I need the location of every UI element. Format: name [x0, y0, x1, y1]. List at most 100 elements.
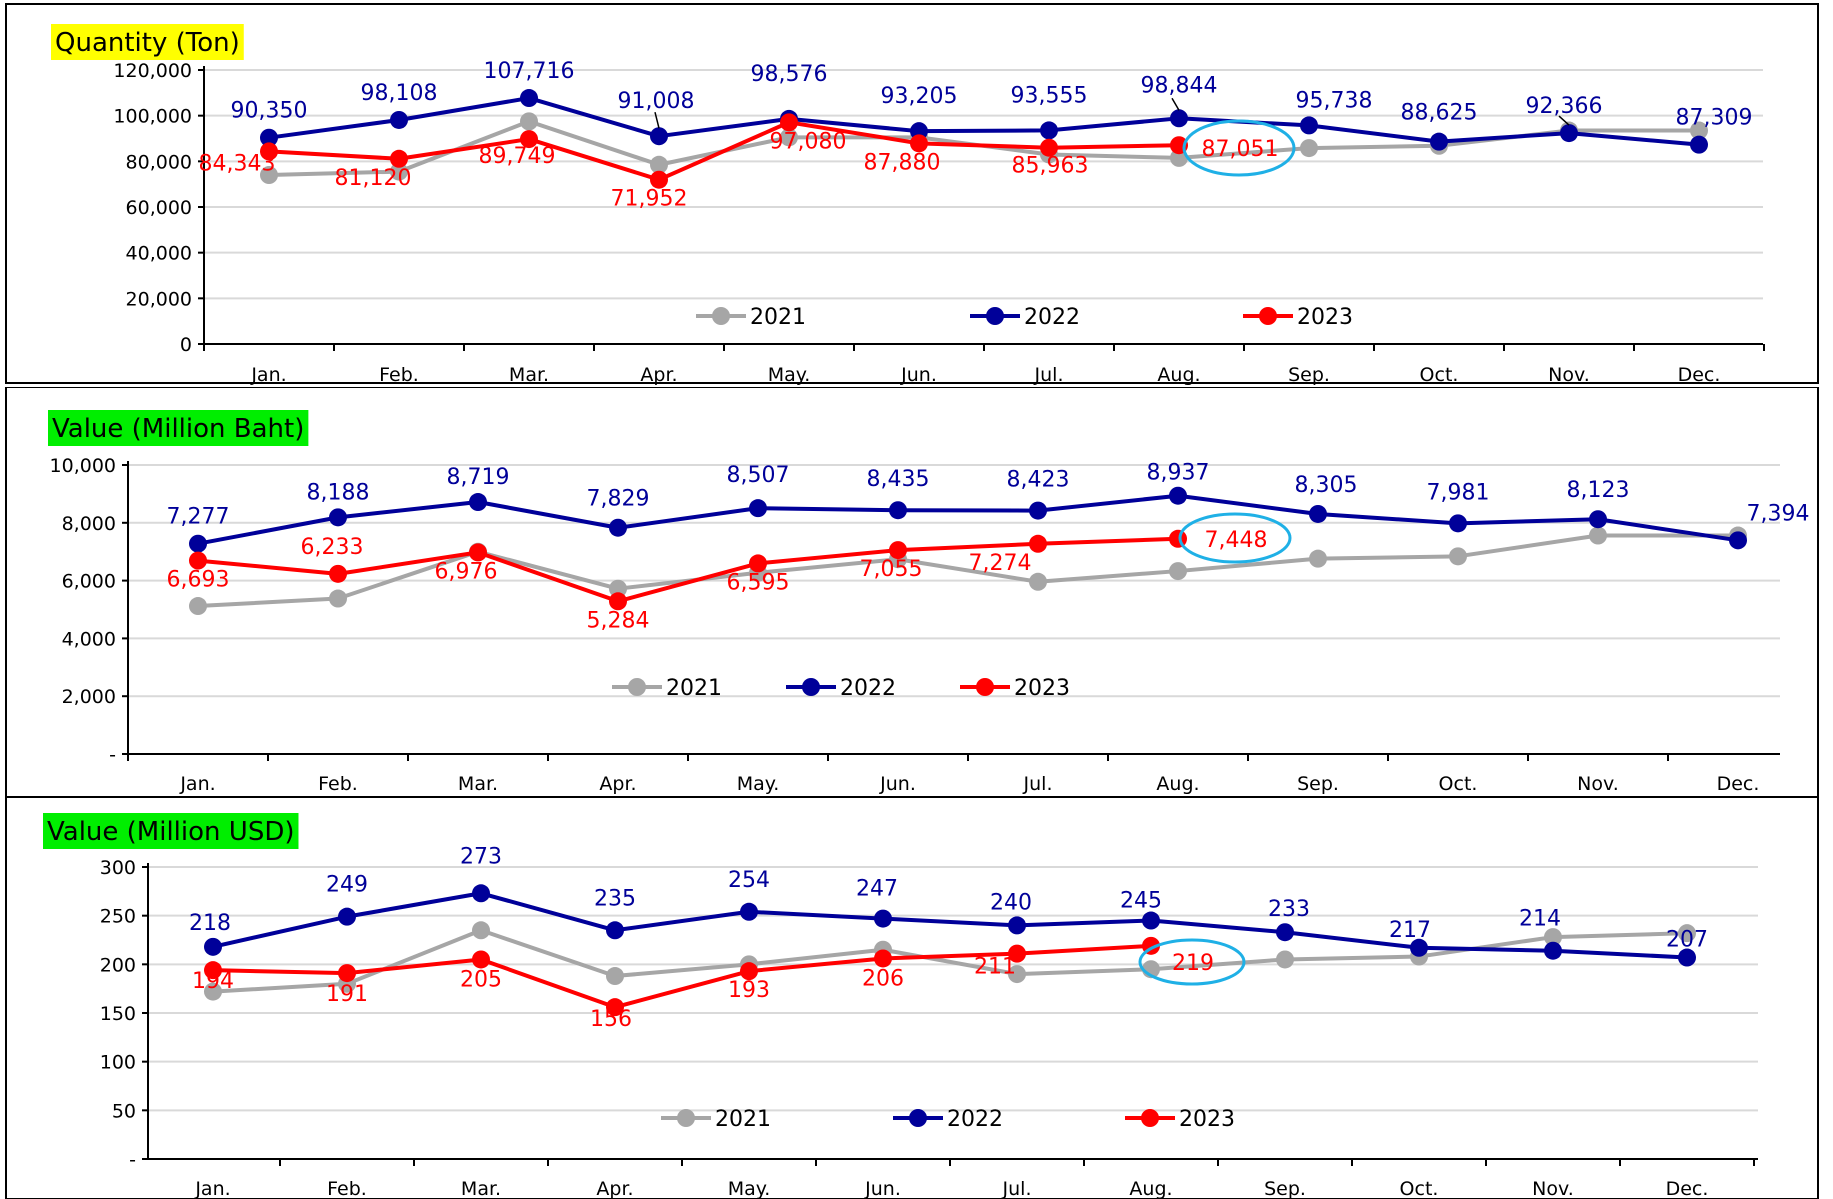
point-2023-feb — [338, 964, 356, 983]
data-label-2023: 97,080 — [770, 129, 847, 154]
point-2023-jul — [1008, 944, 1026, 963]
series-line-2021 — [197, 533, 1738, 609]
point-2023-jun — [910, 134, 928, 153]
point-2022-feb — [329, 508, 347, 527]
x-tick-label-oct: Oct. — [1400, 1178, 1439, 1199]
legend-marker-2021 — [677, 1109, 695, 1127]
x-tick-label-oct: Oct. — [1420, 364, 1459, 386]
y-tick-label: 150 — [100, 1003, 136, 1025]
baht-value-chart-panel: - 2,000 4,000 6,000 8,000 10,000 Jan. Feb. Mar. A… — [5, 387, 1819, 797]
label-leader-line — [1558, 115, 1570, 126]
y-tick-label: 200 — [100, 954, 136, 976]
data-label-2022: 214 — [1519, 907, 1561, 932]
y-tick-label: 6,000 — [62, 571, 116, 593]
x-tick-label-feb: Feb. — [318, 773, 358, 795]
data-label-2022: 8,937 — [1147, 461, 1210, 486]
data-label-2022: 7,981 — [1427, 480, 1490, 505]
point-2022-dec — [1678, 948, 1696, 967]
legend-label-2022: 2022 — [1024, 305, 1080, 330]
data-label-2023: 206 — [862, 966, 904, 991]
x-tick-label-aug: Aug. — [1157, 364, 1200, 386]
x-tick-label-nov: Nov. — [1548, 364, 1590, 386]
x-tick-label-mar: Mar. — [461, 1178, 501, 1199]
point-2021-nov — [1544, 928, 1562, 947]
data-label-2022: 7,829 — [587, 487, 650, 512]
data-label-2023: 191 — [326, 982, 368, 1007]
data-label-2022: 233 — [1268, 897, 1310, 922]
data-label-2023: 6,976 — [435, 559, 498, 584]
point-2022-jan — [189, 534, 207, 553]
legend-marker-2021 — [712, 307, 730, 325]
data-label-2022: 8,188 — [307, 480, 370, 505]
point-2021-aug — [1169, 562, 1187, 581]
series-line-2022 — [268, 96, 1700, 147]
x-tick-label-oct: Oct. — [1439, 773, 1478, 795]
point-2021-may — [780, 128, 798, 147]
point-2022-oct — [1430, 132, 1448, 151]
data-label-2022: 91,008 — [618, 89, 695, 114]
panel-frame — [5, 387, 1819, 797]
usd-value-chart-panel: - 50 100 150 200 250 300 Jan. Feb. Mar. Apr. May. Ju… — [5, 797, 1819, 1199]
point-2022-mar — [472, 884, 490, 903]
legend-label-2023: 2023 — [1179, 1107, 1235, 1132]
panel-frame — [5, 797, 1819, 1199]
series-line-2021 — [212, 928, 1688, 994]
chart-title-background — [43, 813, 299, 849]
point-2022-apr — [609, 518, 627, 537]
point-2021-mar — [520, 112, 538, 131]
legend-label-2023: 2023 — [1297, 305, 1353, 330]
chart-title-text: Value (Million USD) — [47, 817, 294, 847]
legend-label-2021: 2021 — [715, 1107, 771, 1132]
x-tick-label-sep: Sep. — [1297, 773, 1339, 795]
point-2021-dec — [1678, 924, 1696, 943]
x-tick-label-dec: Dec. — [1678, 364, 1721, 386]
x-tick-label-jan: Jan. — [179, 773, 215, 795]
data-label-2023: 156 — [590, 1007, 632, 1032]
data-label-2022: 8,123 — [1567, 478, 1630, 503]
point-2023-jan — [260, 142, 278, 161]
point-2022-jul — [1040, 121, 1058, 140]
data-label-2023: 211 — [974, 955, 1016, 980]
point-2022-apr — [650, 127, 668, 146]
y-tick-label: 2,000 — [62, 686, 116, 708]
x-tick-label-jun: Jun. — [879, 773, 916, 795]
data-label-2023: 7,055 — [860, 557, 923, 582]
chart-title-text: Value (Million Baht) — [52, 414, 304, 444]
legend-marker-2023 — [1259, 307, 1277, 325]
y-tick-label: 120,000 — [113, 60, 192, 82]
point-2022-may — [749, 499, 767, 518]
point-2023-apr — [650, 170, 668, 189]
point-2022-jan — [260, 128, 278, 147]
data-label-2023: 6,595 — [727, 570, 790, 595]
point-2022-aug — [1170, 109, 1188, 128]
series-line-2023 — [212, 943, 1152, 1010]
data-label-2022: 88,625 — [1401, 101, 1478, 126]
chart-title-background — [51, 24, 244, 60]
data-label-2023: 6,693 — [167, 568, 230, 593]
legend: 2021 2022 2023 — [661, 1107, 1235, 1132]
data-label-2022: 7,277 — [167, 505, 230, 530]
data-label-2022: 107,716 — [484, 59, 575, 84]
x-tick-label-jun: Jun. — [900, 364, 937, 386]
x-tick-label-jul: Jul. — [1023, 773, 1053, 795]
data-label-2022: 207 — [1666, 928, 1708, 953]
point-2022-sep — [1309, 504, 1327, 523]
legend-label-2023: 2023 — [1014, 676, 1070, 701]
chart-title-text: Quantity (Ton) — [55, 28, 240, 58]
data-label-2022: 93,205 — [881, 84, 958, 109]
point-2022-apr — [606, 921, 624, 940]
legend-marker-2022 — [802, 678, 820, 696]
chart-title: Value (Million Baht) — [48, 410, 309, 446]
point-2021-jul — [1029, 572, 1047, 591]
panel-frame — [5, 3, 1819, 384]
x-tick-label-jun: Jun. — [864, 1178, 901, 1199]
x-tick-label-may: May. — [768, 364, 811, 386]
point-2022-jun — [874, 909, 892, 928]
data-label-2023: 205 — [460, 967, 502, 992]
legend-label-2021: 2021 — [750, 305, 806, 330]
point-2022-aug — [1142, 911, 1160, 930]
point-2021-jul — [1008, 965, 1026, 984]
data-label-2022: 8,719 — [447, 465, 510, 490]
point-2023-apr — [609, 592, 627, 611]
x-tick-label-mar: Mar. — [458, 773, 498, 795]
